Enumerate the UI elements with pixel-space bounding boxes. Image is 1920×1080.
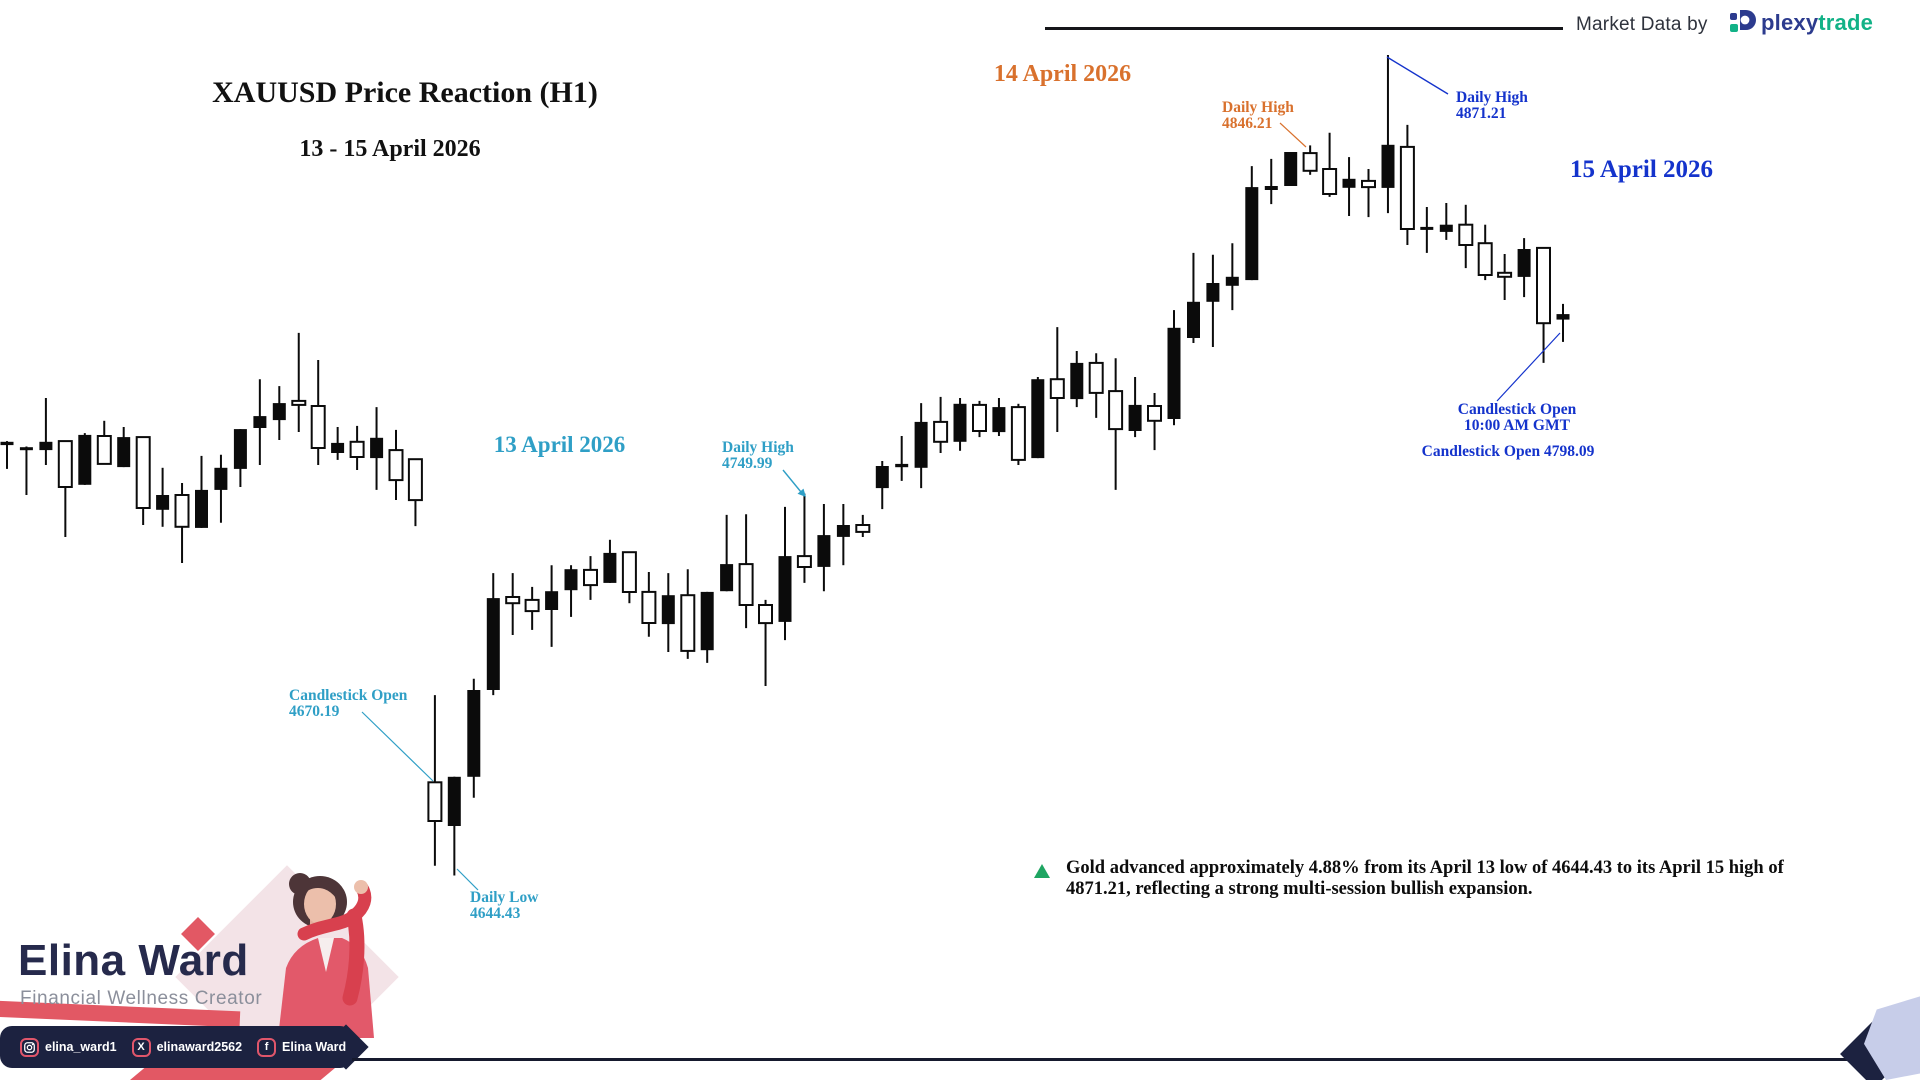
annotation-label: Daily High	[722, 439, 794, 456]
annotation-daily-high-apr15: Daily High 4871.21	[1456, 90, 1528, 122]
brand-name-secondary: trade	[1818, 10, 1874, 35]
annotation-value: 4644.43	[470, 905, 521, 922]
brand-name-primary: plexy	[1761, 10, 1819, 35]
annotation-label: 10:00 AM GMT	[1464, 417, 1570, 434]
annotation-candlestick-open-apr15: Candlestick Open 10:00 AM GMT	[1441, 402, 1593, 434]
footer-rule-line	[352, 1058, 1862, 1061]
plexytrade-logo: plexy trade	[1730, 10, 1873, 36]
market-data-label: Market Data by	[1576, 14, 1708, 35]
facebook-icon: f	[257, 1037, 277, 1057]
annotation-daily-high-apr13: Daily High 4749.99	[722, 440, 794, 472]
annotation-value: 4749.99	[722, 455, 773, 472]
annotation-candlestick-open-apr13: Candlestick Open 4670.19	[289, 688, 407, 720]
bullish-triangle-icon	[1034, 864, 1050, 878]
creator-photo	[278, 873, 374, 1038]
summary-note-line1: Gold advanced approximately 4.88% from i…	[1066, 858, 1784, 878]
x-icon: X	[131, 1037, 151, 1057]
plexytrade-logo-icon	[1730, 10, 1756, 36]
summary-note-line2: 4871.21, reflecting a strong multi-sessi…	[1066, 879, 1533, 899]
decor-bottom-coral	[130, 1068, 335, 1080]
social-handle: Elina Ward	[282, 1040, 347, 1054]
creator-role: Financial Wellness Creator	[20, 988, 263, 1009]
creator-name: Elina Ward	[18, 936, 249, 985]
social-handle: elina_ward1	[45, 1040, 117, 1054]
instagram-icon	[20, 1037, 39, 1057]
social-facebook[interactable]: f Elina Ward	[257, 1037, 347, 1057]
page-title: XAUUSD Price Reaction (H1)	[212, 76, 598, 109]
annotation-pointer-lines	[361, 56, 1561, 891]
social-x[interactable]: X elinaward2562	[131, 1037, 243, 1057]
annotation-value: 4871.21	[1456, 105, 1507, 122]
session-label-apr13: 13 April 2026	[493, 432, 626, 457]
candle-series	[0, 55, 1570, 876]
session-label-apr14: 14 April 2026	[993, 61, 1132, 87]
annotation-label: Daily High	[1222, 99, 1294, 116]
session-label-apr15: 15 April 2026	[1569, 156, 1714, 183]
social-instagram[interactable]: elina_ward1	[20, 1037, 117, 1057]
social-bar: elina_ward1 X elinaward2562 f Elina Ward	[0, 1026, 352, 1068]
annotation-daily-low-apr13: Daily Low 4644.43	[470, 890, 538, 922]
annotation-candlestick-open-value-apr15: Candlestick Open 4798.09	[1421, 443, 1595, 460]
annotation-value: 4670.19	[289, 703, 340, 720]
annotation-daily-high-apr14: Daily High 4846.21	[1222, 100, 1294, 132]
annotation-value: 4846.21	[1222, 115, 1273, 132]
annotation-label: Candlestick Open	[289, 687, 408, 704]
social-handle: elinaward2562	[156, 1040, 243, 1054]
page-subtitle: 13 - 15 April 2026	[299, 136, 481, 162]
header-rule-line	[1045, 27, 1563, 30]
annotation-label: Daily High	[1456, 89, 1528, 106]
annotation-label: Daily Low	[470, 889, 539, 906]
annotation-label: Candlestick Open	[1457, 401, 1577, 418]
